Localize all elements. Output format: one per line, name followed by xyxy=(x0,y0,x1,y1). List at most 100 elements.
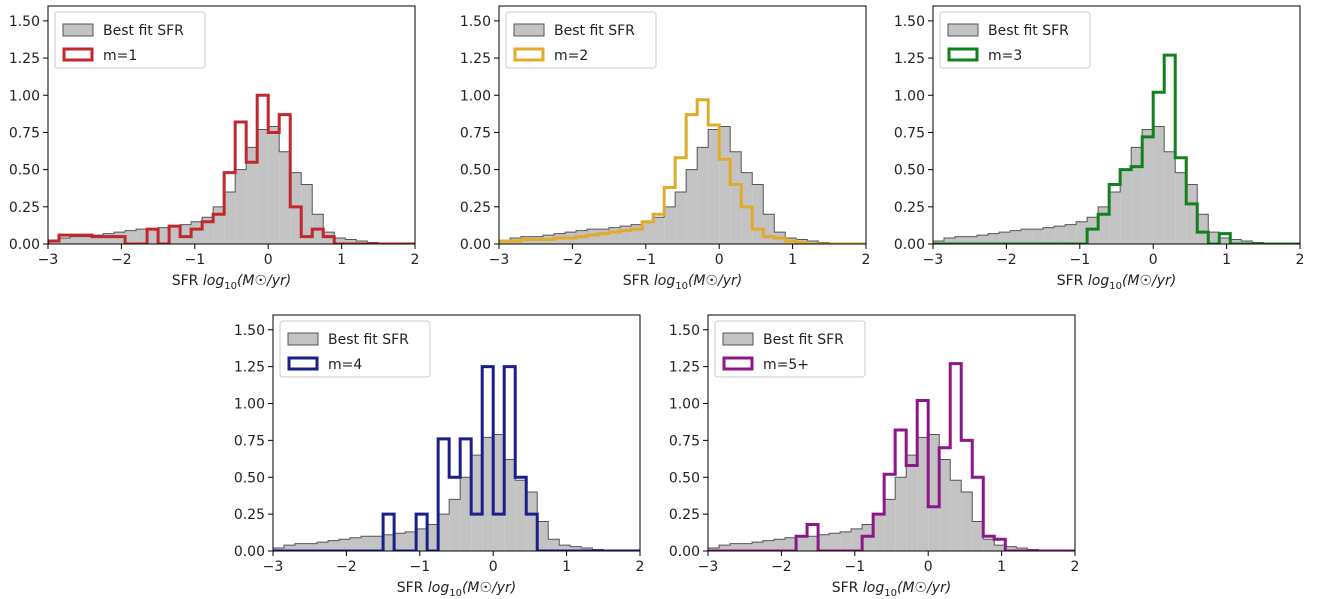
background-bar xyxy=(279,151,291,244)
series-step-m=4 xyxy=(273,365,640,551)
background-bar xyxy=(884,499,896,551)
background-bar xyxy=(708,129,720,244)
background-bar xyxy=(317,542,329,551)
x-tick-label: −2 xyxy=(111,252,132,268)
background-bar xyxy=(1175,172,1187,244)
background-bar xyxy=(999,232,1011,244)
background-bar xyxy=(224,191,236,244)
y-tick-label: 1.00 xyxy=(234,397,265,413)
axes-frame xyxy=(498,5,867,245)
background-bar xyxy=(59,238,71,244)
y-tick-label: 1.00 xyxy=(9,88,40,104)
legend-swatch-m=3 xyxy=(947,47,979,62)
legend-label-background: Best fit SFR xyxy=(103,23,184,39)
y-tick-label: 0.50 xyxy=(234,470,265,486)
x-tick-label: −1 xyxy=(409,559,430,575)
x-tick-label: 2 xyxy=(636,559,645,575)
panel-4: −3 −2 −1 0 1 2 0.00 0.25 0.50 0.75 1.00 1.25 1.50 SFR… xyxy=(234,314,645,599)
y-tick-label: 1.00 xyxy=(669,397,700,413)
x-axis-label: SFR log10(M☉/yr) xyxy=(397,580,517,599)
background-bar xyxy=(719,126,731,244)
background-bar xyxy=(988,233,1000,244)
background-bar xyxy=(405,531,417,551)
background-bar xyxy=(752,184,764,244)
axes-frame xyxy=(272,314,641,552)
background-bar xyxy=(504,459,516,551)
legend-swatch-m=1 xyxy=(62,47,94,62)
background-bar xyxy=(284,545,296,551)
background-bar xyxy=(972,521,984,551)
x-tick-label: 2 xyxy=(1296,252,1305,268)
legend-swatch-background xyxy=(722,332,754,346)
x-tick-label: −3 xyxy=(38,252,59,268)
background-bar xyxy=(1043,227,1055,244)
x-tick-label: 0 xyxy=(264,252,273,268)
y-tick-label: 0.75 xyxy=(894,125,925,141)
background-bar xyxy=(339,539,351,551)
background-bar xyxy=(257,129,269,244)
background-bar xyxy=(1131,147,1143,244)
background-bar xyxy=(730,151,742,244)
background-bar xyxy=(306,543,318,551)
plot-area xyxy=(499,98,866,244)
x-tick-label: 1 xyxy=(1222,252,1231,268)
background-bar xyxy=(559,545,571,551)
background-bar xyxy=(774,539,786,551)
series-step-m=3 xyxy=(933,53,1300,244)
background-bar xyxy=(697,147,709,244)
y-tick-label: 1.25 xyxy=(234,360,265,376)
background-bar xyxy=(416,528,428,551)
background-bar xyxy=(493,434,505,551)
x-tick-label: 0 xyxy=(715,252,724,268)
background-bar xyxy=(642,221,654,244)
x-tick-label: −3 xyxy=(923,252,944,268)
x-tick-label: 1 xyxy=(997,559,1006,575)
background-outline xyxy=(48,125,415,244)
background-bar xyxy=(515,480,527,551)
axes-frame xyxy=(707,314,1076,552)
y-tick-label: 1.25 xyxy=(894,51,925,67)
y-tick-label: 1.50 xyxy=(669,323,700,339)
axes-frame xyxy=(932,5,1301,245)
x-tick-label: −2 xyxy=(771,559,792,575)
y-tick-label: 1.50 xyxy=(894,14,925,30)
background-bar xyxy=(620,226,632,244)
x-tick-label: 0 xyxy=(924,559,933,575)
x-tick-label: −1 xyxy=(844,559,865,575)
background-bar xyxy=(609,227,621,244)
background-bar xyxy=(471,455,483,551)
y-tick-label: 0.75 xyxy=(9,125,40,141)
background-bar xyxy=(1098,206,1110,244)
background-bar xyxy=(334,238,346,244)
x-axis-label: SFR log10(M☉/yr) xyxy=(832,580,952,599)
background-bar xyxy=(994,545,1006,551)
x-tick-label: 0 xyxy=(489,559,498,575)
x-tick-label: −2 xyxy=(336,559,357,575)
background-bar xyxy=(147,229,159,244)
background-outline xyxy=(273,433,640,551)
background-bar xyxy=(686,169,698,244)
legend-swatch-background xyxy=(513,23,545,37)
y-tick-label: 0.25 xyxy=(669,507,700,523)
series-step-m=2 xyxy=(499,98,866,244)
background-bar xyxy=(840,531,852,551)
plot-area xyxy=(48,93,415,244)
background-bar xyxy=(983,539,995,551)
background-bar xyxy=(246,147,258,244)
legend-swatch-background xyxy=(62,23,94,37)
panel-1: −3 −2 −1 0 1 2 0.00 0.25 0.50 0.75 1.00 1.25 1.50 SFR… xyxy=(9,5,419,292)
y-tick-label: 1.25 xyxy=(9,51,40,67)
panel-2: −3 −2 −1 0 1 2 0.00 0.25 0.50 0.75 1.00 1.25 1.50 SFR… xyxy=(460,5,870,292)
y-tick-label: 0.50 xyxy=(894,163,925,179)
legend-label-series: m=4 xyxy=(328,357,362,373)
background-bar xyxy=(213,206,225,244)
x-tick-label: −3 xyxy=(489,252,510,268)
background-bar xyxy=(92,235,104,244)
background-bar xyxy=(961,492,973,551)
background-bar xyxy=(1109,191,1121,244)
background-bar xyxy=(180,224,192,244)
background-bar xyxy=(570,546,582,551)
background-bar xyxy=(526,492,538,551)
y-tick-label: 1.50 xyxy=(9,14,40,30)
